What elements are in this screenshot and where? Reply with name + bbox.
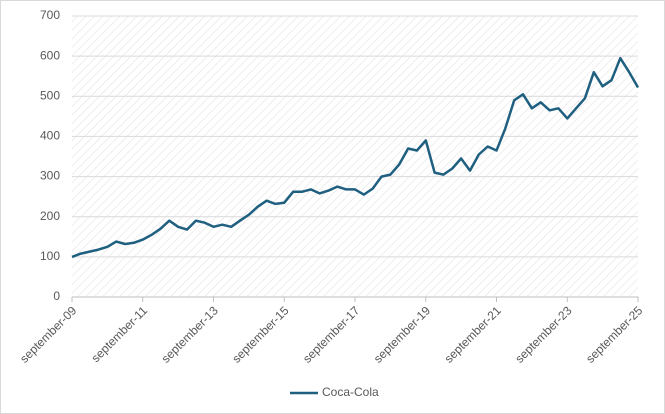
- y-tick-label: 700: [40, 8, 60, 22]
- plot-area: [72, 16, 638, 297]
- y-tick-label: 500: [40, 88, 60, 102]
- line-series: [71, 56, 640, 259]
- legend-label: Coca-Cola: [322, 385, 379, 399]
- y-tick-label: 300: [40, 169, 60, 183]
- y-tick-label: 400: [40, 129, 60, 143]
- y-tick-label: 0: [53, 289, 60, 303]
- y-tick-label: 200: [40, 209, 60, 223]
- y-tick-label: 100: [40, 249, 60, 263]
- y-tick-label: 600: [40, 48, 60, 62]
